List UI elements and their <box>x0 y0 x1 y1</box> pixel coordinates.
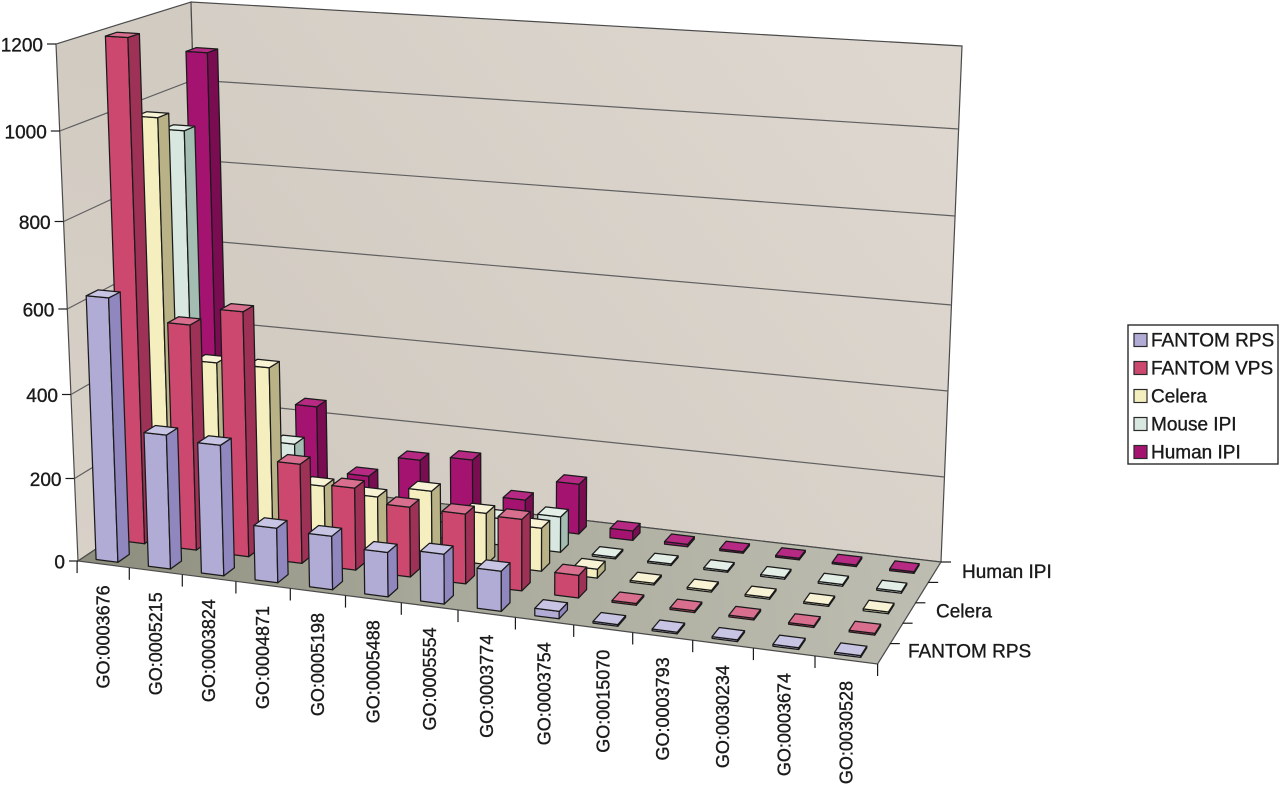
svg-text:GO:0003774: GO:0003774 <box>477 635 497 738</box>
svg-text:GO:0003754: GO:0003754 <box>535 642 555 745</box>
svg-text:400: 400 <box>26 386 58 407</box>
svg-text:GO:0005215: GO:0005215 <box>146 592 166 695</box>
svg-text:1200: 1200 <box>1 36 43 57</box>
svg-text:GO:0003824: GO:0003824 <box>199 599 219 702</box>
svg-text:Mouse IPI: Mouse IPI <box>1151 415 1237 436</box>
svg-text:1000: 1000 <box>5 123 47 144</box>
svg-text:GO:0004871: GO:0004871 <box>253 606 273 709</box>
svg-text:600: 600 <box>23 301 55 322</box>
svg-text:Human IPI: Human IPI <box>1151 443 1241 464</box>
svg-text:GO:0003793: GO:0003793 <box>653 657 673 760</box>
svg-text:GO:0030234: GO:0030234 <box>713 665 733 768</box>
svg-text:GO:0005488: GO:0005488 <box>364 620 384 723</box>
svg-text:200: 200 <box>30 470 62 491</box>
svg-text:GO:0005198: GO:0005198 <box>308 613 328 716</box>
svg-text:Celera: Celera <box>936 602 992 623</box>
svg-text:800: 800 <box>19 213 51 234</box>
svg-text:FANTOM RPS: FANTOM RPS <box>1151 331 1274 352</box>
svg-text:GO:0015070: GO:0015070 <box>593 650 613 753</box>
svg-text:Celera: Celera <box>1151 387 1207 408</box>
svg-text:0: 0 <box>54 553 65 574</box>
svg-text:GO:0003674: GO:0003674 <box>774 673 794 776</box>
svg-text:Human IPI: Human IPI <box>962 562 1052 583</box>
svg-text:FANTOM VPS: FANTOM VPS <box>1151 359 1273 380</box>
svg-text:GO:0030528: GO:0030528 <box>836 681 856 784</box>
svg-text:GO:0005554: GO:0005554 <box>420 627 440 730</box>
svg-text:FANTOM RPS: FANTOM RPS <box>908 642 1031 663</box>
svg-text:GO:0003676: GO:0003676 <box>93 585 113 688</box>
